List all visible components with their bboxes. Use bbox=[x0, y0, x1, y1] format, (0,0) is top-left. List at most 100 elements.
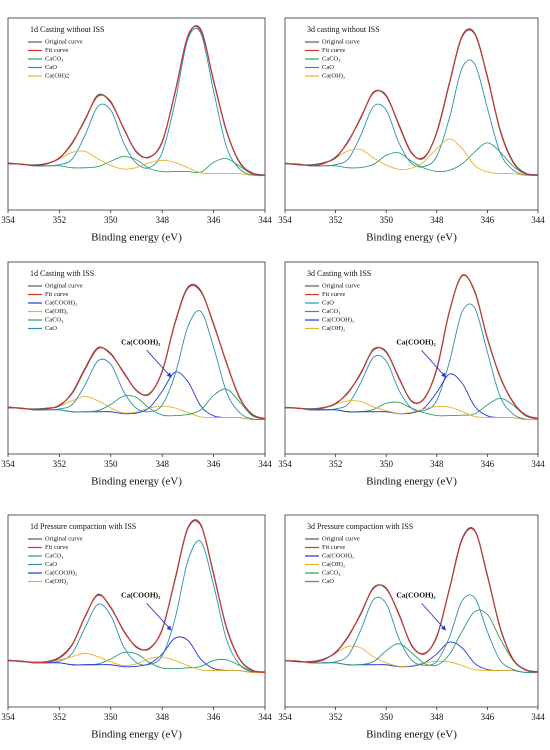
legend-label: Ca(OH)₂ bbox=[45, 578, 68, 585]
x-tick-label: 352 bbox=[53, 215, 67, 225]
panel: 354 352 350 348 346 344 Binding energy (eV) 3d … bbox=[278, 17, 545, 244]
annotation-arrow bbox=[421, 603, 446, 631]
legend-label: Fit curve bbox=[322, 544, 345, 551]
plot-frame bbox=[284, 17, 539, 211]
panel: 354 352 350 348 346 344 Binding energy (eV) 3d … bbox=[278, 514, 545, 741]
x-tick-label: 350 bbox=[104, 712, 118, 722]
chart-title: 1d Casting with ISS bbox=[30, 269, 94, 278]
x-axis-label: Binding energy (eV) bbox=[366, 232, 457, 244]
panel: 354 352 350 348 346 344 Binding energy (eV) 1d … bbox=[1, 261, 272, 488]
x-tick-label: 352 bbox=[329, 459, 343, 469]
component-curve bbox=[284, 138, 539, 177]
panel: 354 352 350 348 346 344 Binding energy (eV) 3d … bbox=[278, 261, 545, 488]
x-axis-label: Binding energy (eV) bbox=[366, 476, 457, 488]
x-axis-label: Binding energy (eV) bbox=[366, 729, 457, 741]
x-tick-label: 344 bbox=[258, 459, 272, 469]
legend-label: Ca(OH)₂ bbox=[322, 561, 345, 568]
x-axis-label: Binding energy (eV) bbox=[91, 729, 182, 741]
legend-label: Ca(COOH)₂ bbox=[45, 569, 77, 576]
x-tick-label: 346 bbox=[207, 215, 221, 225]
x-tick-label: 354 bbox=[278, 459, 292, 469]
component-curve bbox=[284, 142, 539, 176]
legend-label: CaCO₃ bbox=[45, 316, 64, 323]
legend-label: CaO bbox=[45, 64, 57, 71]
x-tick-label: 346 bbox=[207, 459, 221, 469]
legend-label: Ca(OH)₂ bbox=[45, 308, 68, 315]
annotation: Ca(COOH)₂ bbox=[396, 337, 436, 346]
x-axis-label: Binding energy (eV) bbox=[91, 232, 182, 244]
x-tick-label: 354 bbox=[1, 459, 15, 469]
component-curve bbox=[284, 59, 539, 177]
legend-label: CaO bbox=[322, 578, 334, 585]
legend-label: CaO bbox=[45, 325, 57, 332]
legend-label: Fit curve bbox=[45, 47, 68, 54]
x-axis-label: Binding energy (eV) bbox=[91, 476, 182, 488]
legend-label: Ca(COOH)₂ bbox=[322, 552, 354, 559]
legend-label: CaCO₃ bbox=[322, 55, 341, 62]
x-tick-label: 346 bbox=[481, 459, 495, 469]
fit-curve bbox=[284, 273, 539, 420]
x-tick-label: 348 bbox=[430, 215, 444, 225]
legend-label: Original curve bbox=[322, 38, 360, 45]
plot-frame bbox=[7, 17, 266, 211]
x-tick-label: 344 bbox=[258, 215, 272, 225]
legend-label: Ca(OH)₂ bbox=[322, 72, 345, 79]
plot-frame bbox=[284, 514, 539, 708]
component-curve bbox=[7, 27, 266, 177]
annotation-arrow bbox=[421, 350, 446, 378]
x-tick-label: 344 bbox=[258, 712, 272, 722]
x-tick-label: 354 bbox=[278, 712, 292, 722]
legend-label: Original curve bbox=[45, 535, 83, 542]
x-tick-label: 348 bbox=[430, 712, 444, 722]
legend-label: CaCO₃ bbox=[322, 308, 341, 315]
x-tick-label: 354 bbox=[1, 215, 15, 225]
legend-label: CaO bbox=[322, 64, 334, 71]
x-tick-label: 348 bbox=[155, 712, 169, 722]
x-tick-label: 346 bbox=[481, 712, 495, 722]
chart-title: 3d casting without ISS bbox=[307, 25, 380, 34]
x-tick-label: 354 bbox=[1, 712, 15, 722]
legend-label: Ca(OH)2 bbox=[45, 72, 69, 79]
annotation: Ca(COOH)₂ bbox=[121, 590, 161, 599]
component-curve bbox=[284, 594, 539, 674]
fit-curve bbox=[284, 29, 539, 176]
x-tick-label: 352 bbox=[53, 712, 67, 722]
x-tick-label: 344 bbox=[531, 215, 545, 225]
chart-title: 3d Pressure compaction with ISS bbox=[307, 522, 413, 531]
chart-title: 3d Casting with ISS bbox=[307, 269, 371, 278]
legend-label: Ca(OH)₂ bbox=[322, 325, 345, 332]
component-curve bbox=[7, 388, 266, 420]
fit-curve bbox=[284, 528, 539, 673]
chart-title: 1d Casting without ISS bbox=[30, 25, 104, 34]
legend-label: Original curve bbox=[322, 535, 360, 542]
x-tick-label: 352 bbox=[329, 215, 343, 225]
legend-label: Original curve bbox=[45, 282, 83, 289]
annotation: Ca(COOH)₂ bbox=[121, 337, 161, 346]
x-tick-label: 352 bbox=[329, 712, 343, 722]
chart-title: 1d Pressure compaction with ISS bbox=[30, 522, 136, 531]
component-curve bbox=[7, 371, 266, 421]
x-tick-label: 350 bbox=[379, 459, 393, 469]
x-tick-label: 348 bbox=[155, 459, 169, 469]
panel: 354 352 350 348 346 344 Binding energy (eV) 1d … bbox=[1, 514, 272, 741]
fit-curve bbox=[7, 285, 266, 420]
x-tick-label: 344 bbox=[531, 459, 545, 469]
x-tick-label: 350 bbox=[379, 215, 393, 225]
legend-label: Original curve bbox=[322, 282, 360, 289]
legend-label: CaO bbox=[45, 561, 57, 568]
x-tick-label: 346 bbox=[207, 712, 221, 722]
legend-label: Fit curve bbox=[45, 291, 68, 298]
x-tick-label: 344 bbox=[531, 712, 545, 722]
x-tick-label: 354 bbox=[278, 215, 292, 225]
legend-label: CaCO₃ bbox=[45, 55, 64, 62]
legend-label: Original curve bbox=[45, 38, 83, 45]
x-tick-label: 348 bbox=[155, 215, 169, 225]
legend-label: Ca(COOH)₂ bbox=[322, 316, 354, 323]
legend-label: CaCO₃ bbox=[322, 569, 341, 576]
plot-frame bbox=[284, 261, 539, 455]
plot-frame bbox=[7, 261, 266, 455]
legend-label: Fit curve bbox=[322, 291, 345, 298]
x-tick-label: 352 bbox=[53, 459, 67, 469]
